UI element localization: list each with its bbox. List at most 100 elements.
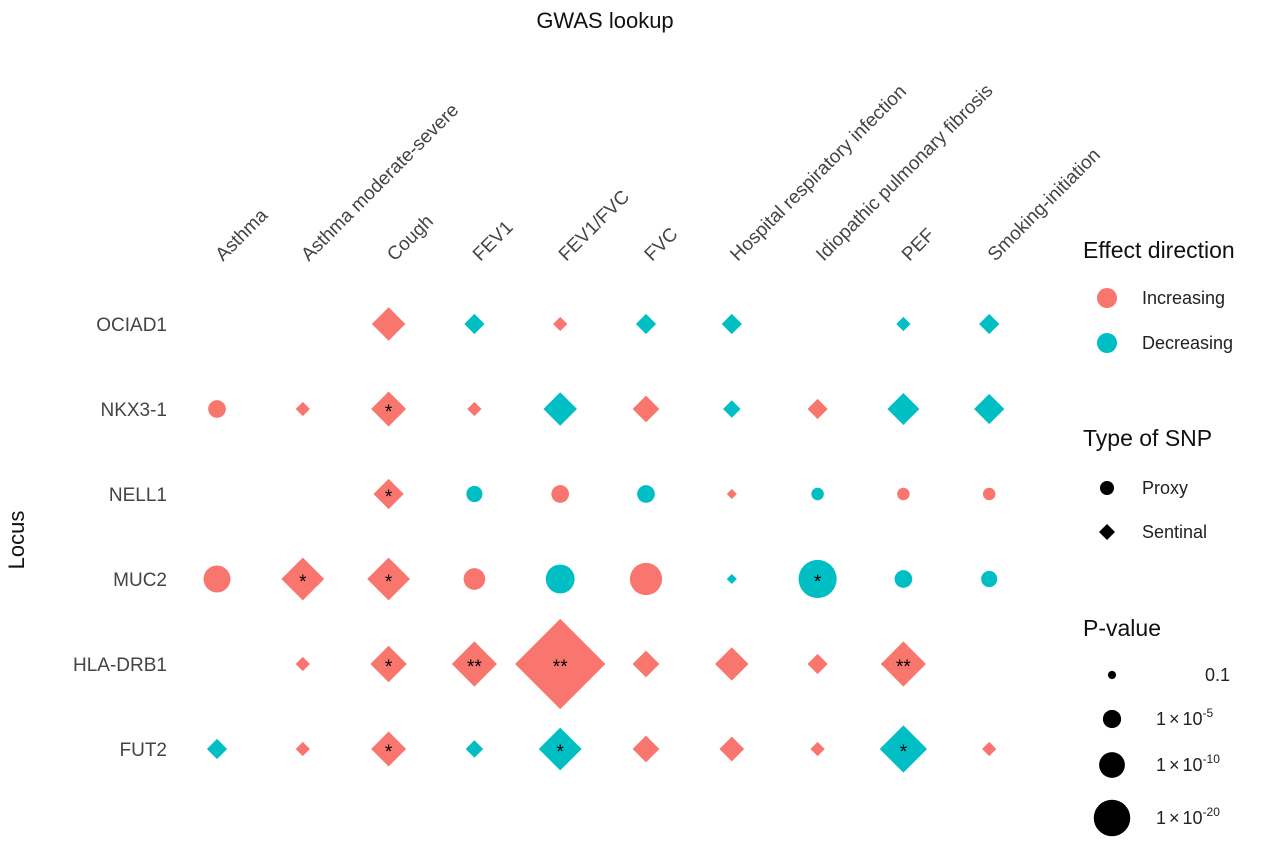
legend-title: Type of SNP xyxy=(1083,425,1212,451)
point-hla-drb1-asthma-moderate-severe xyxy=(295,656,310,672)
diamond-marker xyxy=(371,307,406,341)
significance-stars: * xyxy=(556,742,564,763)
point-nkx3-1-cough: * xyxy=(371,391,407,427)
x-tick-label-fev1-fvc: FEV1/FVC xyxy=(555,186,634,265)
point-nell1-fvc xyxy=(637,485,655,503)
legend-title: Effect direction xyxy=(1083,237,1235,263)
diamond-marker xyxy=(371,391,407,427)
diamond-marker xyxy=(206,738,228,760)
circle-marker xyxy=(463,568,486,590)
circle-marker xyxy=(545,564,575,594)
significance-stars: * xyxy=(299,572,307,593)
diamond-marker xyxy=(807,398,828,420)
point-ociad1-cough xyxy=(371,307,406,341)
diamond-marker xyxy=(373,478,404,510)
significance-stars: * xyxy=(385,572,393,593)
diamond-marker xyxy=(880,641,926,687)
diamond-marker xyxy=(726,488,737,500)
legend-pvalue-exponent: -20 xyxy=(1203,805,1221,819)
point-hla-drb1-idiopathic-pulmonary-fibrosis xyxy=(807,653,828,675)
diamond-marker xyxy=(887,393,920,425)
circle-marker xyxy=(208,400,226,418)
legend-pvalue-base: 10 xyxy=(1183,808,1203,828)
significance-stars: * xyxy=(385,487,393,508)
point-nkx3-1-asthma-moderate-severe xyxy=(295,401,310,417)
legend-label-sentinal: Sentinal xyxy=(1142,522,1207,542)
point-fut2-cough: * xyxy=(371,731,407,767)
x-tick-label-hospital-respiratory-infection: Hospital respiratory infection xyxy=(726,81,910,265)
legend-pvalue-mantissa: 1 xyxy=(1156,709,1166,729)
diamond-marker xyxy=(281,557,325,601)
legend-diamond-icon xyxy=(1099,524,1115,540)
circle-marker xyxy=(811,487,824,501)
diamond-marker xyxy=(367,557,411,601)
diamond-marker xyxy=(295,741,310,757)
diamond-marker xyxy=(538,727,582,771)
point-ociad1-smoking-initiation xyxy=(979,313,1000,335)
chart-title: GWAS lookup xyxy=(536,8,673,33)
diamond-marker xyxy=(896,316,911,332)
point-ociad1-pef xyxy=(896,316,911,332)
diamond-marker xyxy=(979,313,1000,335)
circle-marker xyxy=(897,487,910,501)
diamond-marker xyxy=(632,395,660,423)
point-nell1-fev1 xyxy=(466,485,483,503)
significance-stars: ** xyxy=(553,657,568,678)
diamond-marker xyxy=(807,653,828,675)
diamond-marker xyxy=(719,736,745,762)
y-tick-label-ociad1: OCIAD1 xyxy=(96,315,167,336)
point-nell1-cough: * xyxy=(373,478,404,510)
legend-label-increasing: Increasing xyxy=(1142,288,1225,308)
significance-stars: * xyxy=(385,402,393,423)
legend-pvalue-base: 10 xyxy=(1183,755,1203,775)
legend-pvalue-times: × xyxy=(1169,709,1180,729)
point-fut2-fvc xyxy=(632,735,660,763)
legend-swatch-decreasing xyxy=(1097,333,1117,353)
point-nkx3-1-hospital-respiratory-infection xyxy=(723,400,741,418)
circle-marker xyxy=(637,485,655,503)
point-muc2-smoking-initiation xyxy=(981,570,998,588)
point-nkx3-1-fev1-fvc xyxy=(543,392,577,426)
legend-pvalue-exponent: -10 xyxy=(1203,752,1221,766)
x-tick-label-asthma: Asthma xyxy=(212,205,273,266)
point-hla-drb1-fev1-fvc: ** xyxy=(515,618,606,710)
y-axis-label: Locus xyxy=(4,511,29,570)
point-ociad1-hospital-respiratory-infection xyxy=(721,313,742,335)
diamond-marker xyxy=(974,393,1005,425)
legend: Effect direction Increasing Decreasing Type… xyxy=(1083,237,1235,837)
circle-marker xyxy=(982,487,996,501)
diamond-marker xyxy=(715,647,749,681)
x-tick-label-fev1: FEV1 xyxy=(469,217,517,265)
diamond-marker xyxy=(553,316,568,332)
point-ociad1-fev1 xyxy=(464,313,485,335)
point-hla-drb1-fvc xyxy=(632,650,660,678)
point-fut2-idiopathic-pulmonary-fibrosis xyxy=(810,741,825,757)
diamond-marker xyxy=(879,725,928,773)
y-tick-label-hla-drb1: HLA-DRB1 xyxy=(73,655,167,676)
point-nkx3-1-idiopathic-pulmonary-fibrosis xyxy=(807,398,828,420)
significance-stars: * xyxy=(900,742,908,763)
point-hla-drb1-hospital-respiratory-infection xyxy=(715,647,749,681)
point-ociad1-fev1-fvc xyxy=(553,316,568,332)
diamond-marker xyxy=(467,401,482,417)
point-nkx3-1-fev1 xyxy=(467,401,482,417)
diamond-marker xyxy=(515,618,606,710)
circle-marker xyxy=(203,565,231,593)
circle-marker xyxy=(981,570,998,588)
diamond-marker xyxy=(451,641,497,687)
x-tick-label-asthma-moderate-severe: Asthma moderate-severe xyxy=(297,100,463,266)
point-fut2-hospital-respiratory-infection xyxy=(719,736,745,762)
legend-circle-icon xyxy=(1100,481,1114,495)
legend-swatch-increasing xyxy=(1097,288,1117,308)
point-muc2-pef xyxy=(894,570,913,588)
diamond-marker xyxy=(295,656,310,672)
point-nell1-smoking-initiation xyxy=(982,487,996,501)
point-nkx3-1-smoking-initiation xyxy=(974,393,1005,425)
y-tick-label-nkx3-1: NKX3-1 xyxy=(100,400,167,421)
circle-marker xyxy=(798,559,837,599)
x-tick-label-pef: PEF xyxy=(898,225,939,266)
significance-stars: * xyxy=(385,742,393,763)
legend-size-circle xyxy=(1102,709,1122,729)
point-nell1-fev1-fvc xyxy=(551,485,570,503)
point-fut2-fev1 xyxy=(465,740,484,758)
